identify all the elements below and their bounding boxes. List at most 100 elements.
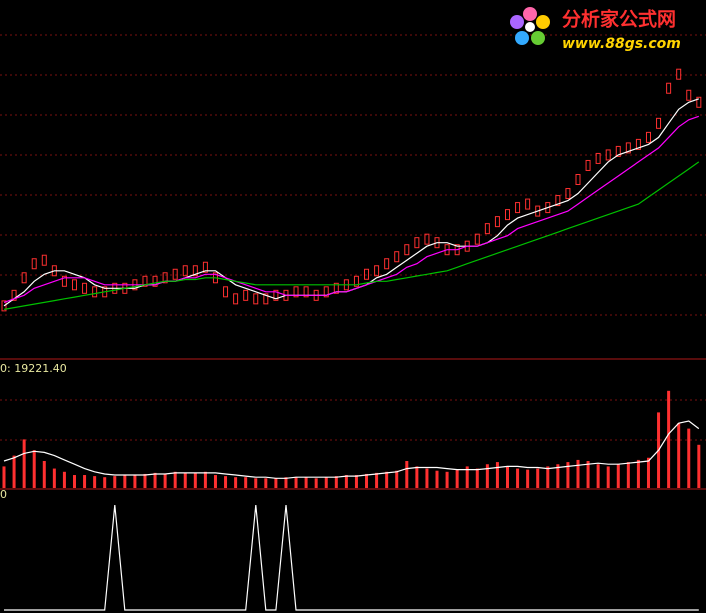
volume-bar bbox=[566, 462, 570, 488]
volume-bar bbox=[365, 473, 369, 488]
candle bbox=[615, 145, 621, 157]
candle bbox=[494, 216, 500, 228]
volume-bar bbox=[576, 459, 580, 488]
ma-line bbox=[3, 115, 699, 303]
volume-bar bbox=[465, 466, 469, 488]
volume-bar bbox=[395, 470, 399, 488]
volume-bar bbox=[32, 450, 36, 488]
candle bbox=[404, 244, 410, 256]
volume-bar bbox=[475, 468, 479, 488]
volume-bar bbox=[183, 472, 187, 488]
volume-bar bbox=[506, 466, 509, 488]
candle bbox=[31, 258, 37, 270]
candle bbox=[92, 286, 98, 298]
volume-bar bbox=[485, 464, 489, 488]
volume-bar bbox=[294, 477, 298, 488]
candle bbox=[364, 268, 370, 280]
volume-bar bbox=[526, 469, 530, 488]
volume-bar bbox=[697, 444, 701, 488]
volume-bar bbox=[224, 476, 228, 488]
volume-bar bbox=[213, 475, 217, 488]
candle bbox=[625, 142, 631, 154]
candle bbox=[303, 286, 309, 298]
candle bbox=[243, 289, 249, 301]
volume-bar bbox=[375, 472, 379, 488]
volume-bar bbox=[234, 477, 238, 488]
candle bbox=[333, 282, 339, 294]
candle bbox=[202, 261, 208, 273]
volume-bar bbox=[113, 476, 117, 488]
volume-bar bbox=[22, 439, 26, 488]
volume-bar bbox=[314, 478, 318, 488]
candle bbox=[605, 149, 611, 161]
candle bbox=[82, 282, 88, 294]
candle bbox=[555, 195, 561, 207]
candle bbox=[484, 223, 490, 235]
volume-bar bbox=[173, 471, 177, 488]
volume-bar bbox=[133, 475, 137, 488]
volume-bar bbox=[83, 475, 87, 488]
grid-decor bbox=[0, 34, 706, 490]
candle bbox=[374, 265, 380, 277]
candle bbox=[21, 272, 27, 284]
watermark: 分析家公式网 www.88gs.com bbox=[510, 7, 681, 52]
volume-bar bbox=[72, 475, 76, 488]
volume-bar bbox=[596, 464, 600, 488]
candle bbox=[696, 96, 702, 108]
candle bbox=[273, 289, 279, 301]
candle bbox=[394, 251, 400, 263]
candle bbox=[474, 233, 480, 245]
volume-bar bbox=[143, 473, 147, 488]
candle bbox=[253, 293, 259, 305]
volume-bar bbox=[455, 469, 459, 488]
volume-bar bbox=[616, 464, 620, 488]
volume-bar bbox=[536, 468, 540, 488]
volume-bar bbox=[546, 466, 550, 488]
volume-bar bbox=[163, 473, 167, 488]
candle bbox=[414, 237, 420, 249]
candle bbox=[505, 209, 510, 221]
watermark-title: 分析家公式网 bbox=[562, 8, 676, 31]
volume-bar bbox=[52, 468, 56, 488]
volume-bar bbox=[2, 466, 6, 488]
volume-bar bbox=[586, 461, 590, 488]
volume-bar bbox=[385, 471, 389, 488]
volume-bar bbox=[344, 475, 348, 488]
volume-bar bbox=[606, 466, 610, 488]
candle bbox=[656, 117, 662, 129]
volume-bar bbox=[12, 455, 16, 488]
volume-bar bbox=[203, 471, 207, 488]
candle bbox=[233, 293, 239, 305]
volume-bar bbox=[636, 459, 640, 488]
volume-bar bbox=[516, 468, 520, 488]
volume-bar bbox=[405, 461, 409, 488]
candle bbox=[172, 268, 178, 280]
volume-bar bbox=[304, 477, 308, 488]
candle bbox=[645, 131, 651, 143]
indicator-label: 0 bbox=[0, 488, 7, 501]
volume-bar bbox=[42, 461, 46, 488]
volume-bar bbox=[123, 475, 127, 488]
candle bbox=[666, 82, 672, 94]
candle bbox=[686, 89, 692, 101]
volume-ma-line bbox=[3, 420, 700, 479]
candle bbox=[545, 202, 551, 214]
candle bbox=[384, 258, 390, 270]
volume-label: 0: 19221.40 bbox=[0, 362, 67, 375]
volume-bar bbox=[254, 478, 258, 488]
volume-bar bbox=[626, 462, 630, 488]
candle bbox=[676, 68, 682, 80]
candle bbox=[635, 138, 641, 150]
volume-bar bbox=[244, 477, 248, 488]
volume-bar bbox=[284, 477, 288, 488]
candle bbox=[223, 286, 229, 298]
candle bbox=[1, 300, 7, 312]
candle bbox=[182, 265, 188, 277]
candle bbox=[535, 205, 541, 217]
candle bbox=[575, 174, 581, 185]
volume-bar bbox=[425, 468, 429, 488]
candle bbox=[41, 254, 47, 266]
volume-bar bbox=[646, 457, 650, 488]
